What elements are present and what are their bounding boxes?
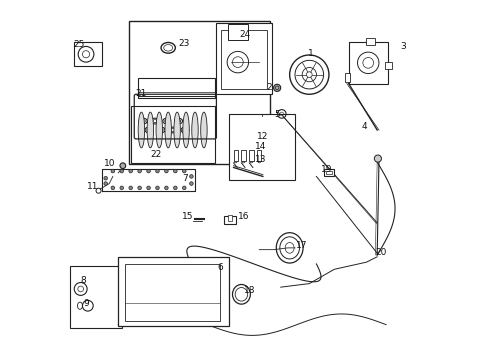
Circle shape: [182, 186, 186, 190]
Text: 13: 13: [255, 155, 267, 164]
Bar: [386, 62, 392, 69]
Text: 18: 18: [244, 286, 255, 295]
Circle shape: [111, 186, 115, 190]
Text: 12: 12: [256, 132, 268, 141]
Bar: [228, 23, 248, 40]
Text: 17: 17: [296, 240, 308, 249]
Circle shape: [104, 182, 107, 185]
Text: 16: 16: [238, 212, 249, 221]
Circle shape: [173, 169, 177, 173]
Circle shape: [129, 169, 132, 173]
Bar: [234, 150, 238, 161]
Bar: [220, 30, 267, 89]
Bar: [257, 150, 262, 161]
Bar: [348, 42, 388, 84]
Ellipse shape: [174, 112, 180, 148]
Bar: [323, 168, 334, 176]
Text: 4: 4: [361, 122, 367, 131]
Bar: [217, 23, 272, 94]
Circle shape: [374, 155, 381, 162]
Ellipse shape: [183, 112, 189, 148]
Circle shape: [182, 169, 186, 173]
Text: 20: 20: [375, 248, 387, 257]
Circle shape: [190, 182, 193, 185]
Ellipse shape: [156, 112, 163, 148]
Ellipse shape: [201, 112, 207, 148]
Bar: [131, 106, 215, 163]
Circle shape: [120, 186, 123, 190]
Circle shape: [147, 169, 150, 173]
Text: 9: 9: [83, 299, 89, 308]
Circle shape: [156, 169, 159, 173]
Bar: [129, 21, 270, 164]
Bar: [229, 114, 295, 180]
Text: 11: 11: [87, 182, 98, 191]
Bar: [125, 264, 220, 321]
Text: 15: 15: [182, 212, 194, 221]
Bar: [249, 150, 253, 161]
Text: 8: 8: [81, 275, 86, 284]
Text: 7: 7: [182, 174, 188, 183]
Bar: [326, 171, 332, 174]
Circle shape: [120, 163, 126, 168]
Text: 14: 14: [255, 141, 267, 150]
Circle shape: [165, 169, 168, 173]
Circle shape: [120, 169, 123, 173]
Bar: [345, 73, 350, 82]
Circle shape: [111, 169, 115, 173]
Bar: [228, 215, 232, 221]
Circle shape: [104, 176, 107, 180]
Text: 24: 24: [240, 30, 250, 39]
Circle shape: [138, 169, 142, 173]
Text: 25: 25: [73, 40, 85, 49]
Text: 10: 10: [103, 159, 115, 168]
Bar: [138, 78, 215, 98]
Text: 21: 21: [135, 89, 147, 98]
Bar: [70, 266, 122, 328]
Bar: [223, 216, 236, 224]
Text: 3: 3: [401, 41, 407, 50]
Text: 5: 5: [274, 111, 280, 120]
Bar: [366, 38, 375, 45]
Text: 19: 19: [321, 166, 333, 175]
Circle shape: [173, 186, 177, 190]
Circle shape: [190, 175, 193, 178]
Text: 6: 6: [218, 263, 223, 272]
Ellipse shape: [147, 112, 153, 148]
Circle shape: [156, 186, 159, 190]
Text: 23: 23: [178, 39, 190, 48]
Text: 2: 2: [267, 83, 272, 92]
Ellipse shape: [192, 112, 198, 148]
Text: 22: 22: [150, 150, 161, 159]
Bar: [242, 150, 245, 161]
Bar: [74, 42, 102, 66]
Circle shape: [129, 186, 132, 190]
Text: 1: 1: [308, 49, 313, 58]
Circle shape: [273, 84, 281, 91]
Circle shape: [147, 186, 150, 190]
Circle shape: [165, 186, 168, 190]
Ellipse shape: [165, 112, 172, 148]
Circle shape: [138, 186, 142, 190]
Ellipse shape: [138, 112, 145, 148]
Bar: [118, 257, 229, 327]
